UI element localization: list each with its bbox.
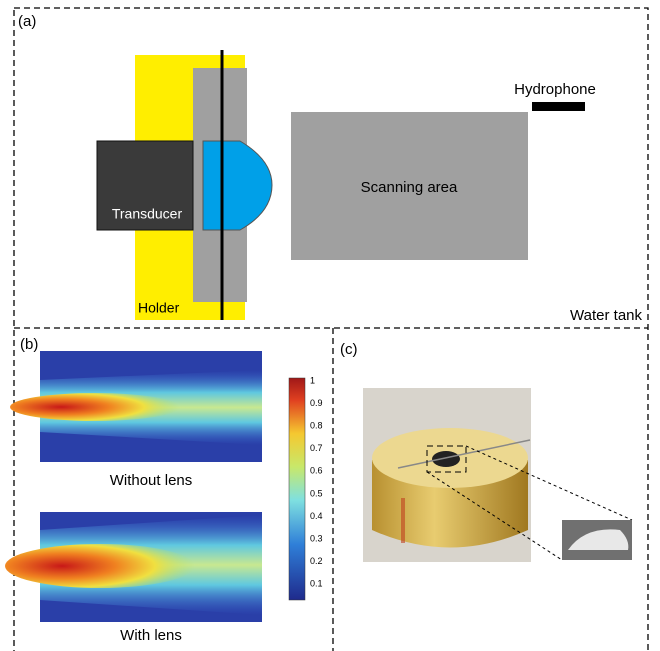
colorbar-tick-label: 0.6 bbox=[310, 466, 323, 476]
heatmap bbox=[5, 512, 262, 622]
colorbar-tick-label: 0.5 bbox=[310, 488, 323, 498]
transducer-label: Transducer bbox=[112, 206, 183, 222]
colorbar-tick-label: 0.8 bbox=[310, 421, 323, 431]
hydrophone bbox=[532, 102, 585, 111]
colorbar-tick-label: 1 bbox=[310, 375, 315, 385]
caption: With lens bbox=[120, 627, 182, 644]
panel-label: (a) bbox=[18, 13, 36, 30]
colorbar-tick-label: 0.1 bbox=[310, 579, 323, 589]
inset-photo bbox=[562, 520, 632, 560]
panel-label: (c) bbox=[340, 341, 358, 358]
panel-label: (b) bbox=[20, 336, 38, 353]
photo bbox=[363, 388, 531, 562]
heatmap bbox=[10, 351, 262, 462]
hydrophone-label: Hydrophone bbox=[514, 81, 596, 98]
colorbar-tick-label: 0.3 bbox=[310, 533, 323, 543]
figure: (a) Transducer Holder Scanning area Hydr… bbox=[0, 0, 660, 651]
colorbar bbox=[289, 378, 305, 600]
colorbar-tick-label: 0.9 bbox=[310, 398, 323, 408]
scanning-label: Scanning area bbox=[361, 179, 458, 196]
caption: Without lens bbox=[110, 472, 193, 489]
holder-label: Holder bbox=[138, 300, 180, 316]
lens bbox=[203, 141, 272, 230]
water-tank-label: Water tank bbox=[570, 307, 642, 324]
colorbar-tick-label: 0.2 bbox=[310, 556, 323, 566]
colorbar-tick-label: 0.7 bbox=[310, 443, 323, 453]
colorbar-tick-label: 0.4 bbox=[310, 511, 323, 521]
